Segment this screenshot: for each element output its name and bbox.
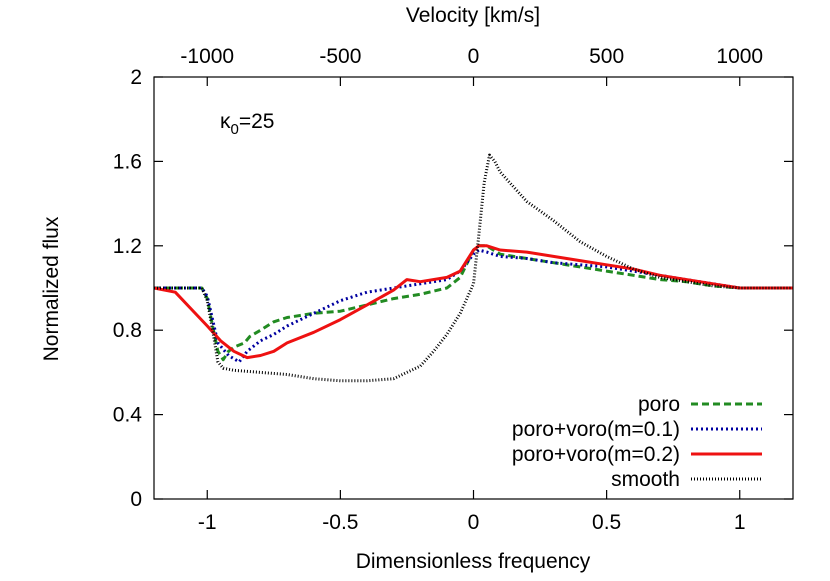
legend-label-poro-voro-m01: poro+voro(m=0.1)	[512, 418, 680, 441]
top-tick-label: 1000	[716, 45, 763, 68]
top-tick-label: -1000	[180, 45, 234, 68]
y-tick-label: 0.8	[113, 319, 142, 342]
x-tick-label: 0.5	[592, 511, 621, 534]
kappa-symbol: κ	[220, 110, 231, 133]
series-line-0	[154, 244, 793, 362]
kappa-value: =25	[239, 110, 275, 133]
y-axis-title: Normalized flux	[40, 216, 63, 361]
x-tick-label: 0	[468, 511, 480, 534]
series-line-1	[154, 248, 793, 364]
x-tick-label: -0.5	[322, 511, 358, 534]
top-tick-label: 0	[468, 45, 480, 68]
legend-label-poro-voro-m02: poro+voro(m=0.2)	[512, 443, 680, 466]
legend: poro poro+voro(m=0.1) poro+voro(m=0.2) s…	[512, 393, 762, 491]
y-tick-label: 1.6	[113, 150, 142, 173]
y-tick-label: 1.2	[113, 235, 142, 258]
legend-label-poro: poro	[638, 393, 680, 416]
series-line-3	[154, 153, 793, 383]
x-tick-label: -1	[198, 511, 217, 534]
x-tick-label: 1	[734, 511, 746, 534]
kappa-annotation: κ0=25	[220, 110, 274, 138]
x-axis-title: Dimensionless frequency	[356, 550, 591, 573]
y-tick-label: 0.4	[113, 404, 143, 427]
series-line-2	[153, 244, 793, 360]
y-tick-label: 0	[130, 488, 142, 511]
kappa-subscript: 0	[231, 121, 239, 138]
tick-layer: -1 -0.5 0 0.5 1 -1000 -500 0 500 1000 0 0.4 0.8 1.2 1.…	[113, 45, 793, 534]
top-tick-label: 500	[589, 45, 624, 68]
series-layer	[153, 153, 793, 383]
legend-label-smooth: smooth	[611, 468, 680, 491]
top-tick-label: -500	[319, 45, 361, 68]
y-tick-label: 2	[130, 66, 142, 89]
top-axis-title: Velocity [km/s]	[406, 4, 540, 27]
